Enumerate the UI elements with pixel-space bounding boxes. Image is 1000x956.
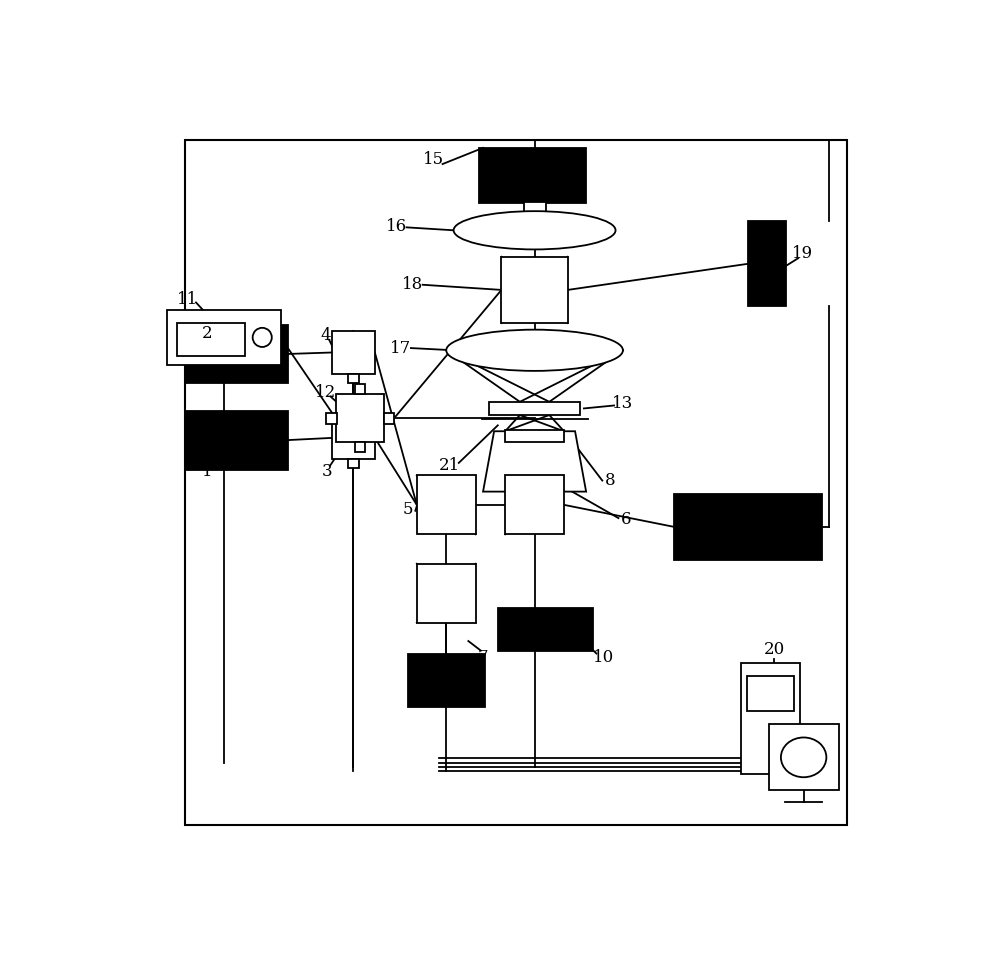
Text: 17: 17 xyxy=(390,339,411,357)
Text: 18: 18 xyxy=(402,275,423,293)
Bar xyxy=(748,222,786,306)
Bar xyxy=(769,725,839,791)
Ellipse shape xyxy=(781,737,826,777)
Bar xyxy=(332,417,375,459)
Text: 2: 2 xyxy=(202,325,212,342)
Bar xyxy=(741,663,800,773)
Bar xyxy=(336,395,384,443)
Bar xyxy=(747,676,794,711)
Bar xyxy=(524,202,546,218)
Text: 4: 4 xyxy=(320,327,331,344)
Bar xyxy=(326,413,337,424)
Text: 10: 10 xyxy=(593,649,614,665)
Bar xyxy=(348,459,359,468)
Text: 19: 19 xyxy=(792,245,813,262)
Text: 13: 13 xyxy=(612,395,634,412)
Bar xyxy=(167,310,281,365)
Text: 15: 15 xyxy=(423,151,444,168)
Bar xyxy=(408,654,485,707)
Text: 8: 8 xyxy=(605,472,616,489)
Text: 14: 14 xyxy=(713,502,734,519)
Bar xyxy=(417,564,476,622)
Text: 20: 20 xyxy=(764,641,785,659)
Bar xyxy=(479,148,586,203)
Bar xyxy=(505,475,564,534)
Bar xyxy=(185,324,288,383)
Bar xyxy=(355,442,365,452)
Circle shape xyxy=(253,328,272,347)
Text: 7: 7 xyxy=(478,649,488,665)
Bar xyxy=(417,475,476,534)
Bar xyxy=(384,413,394,424)
Text: 21: 21 xyxy=(439,457,461,473)
Bar xyxy=(177,323,245,357)
Bar xyxy=(185,411,288,469)
Text: 5: 5 xyxy=(403,501,413,518)
Bar xyxy=(505,430,564,442)
Bar xyxy=(498,608,593,651)
Ellipse shape xyxy=(446,330,623,371)
Ellipse shape xyxy=(454,211,616,250)
Bar xyxy=(332,331,375,374)
Bar xyxy=(489,402,580,415)
Polygon shape xyxy=(483,431,586,491)
Bar xyxy=(355,384,365,395)
Text: 6: 6 xyxy=(621,511,631,528)
Bar xyxy=(348,374,359,382)
Text: 12: 12 xyxy=(315,383,336,401)
Bar xyxy=(674,494,822,560)
Bar xyxy=(185,141,847,825)
Bar xyxy=(501,257,568,323)
Text: 16: 16 xyxy=(386,218,407,235)
Text: 11: 11 xyxy=(177,291,198,308)
Text: 3: 3 xyxy=(322,463,332,480)
Text: 1: 1 xyxy=(202,463,212,480)
Text: 9: 9 xyxy=(468,692,479,709)
